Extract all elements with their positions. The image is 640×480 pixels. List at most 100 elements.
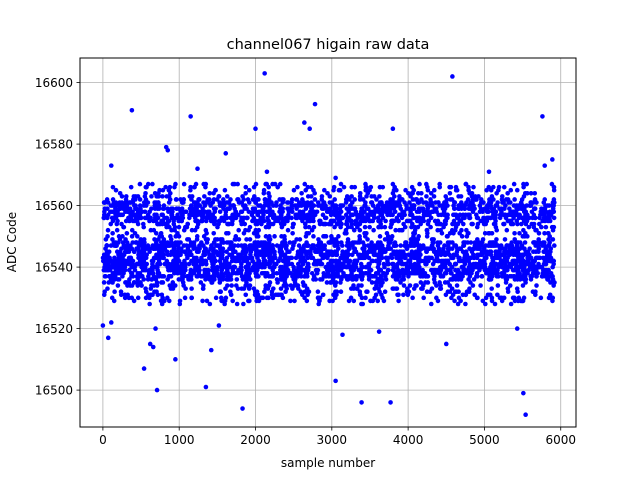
data-point	[336, 212, 342, 218]
data-point	[455, 301, 461, 307]
data-point	[349, 194, 354, 199]
data-point	[496, 184, 502, 190]
data-point	[506, 212, 511, 218]
data-point	[364, 194, 369, 199]
data-point	[181, 243, 187, 248]
data-point	[300, 261, 306, 267]
data-point	[281, 221, 286, 227]
data-point	[381, 270, 386, 276]
data-point	[149, 206, 154, 211]
data-point	[495, 267, 500, 273]
data-point	[256, 227, 262, 233]
data-point	[332, 243, 337, 248]
data-point	[124, 230, 130, 236]
data-point	[367, 187, 372, 193]
outlier-point	[108, 320, 114, 325]
data-point	[390, 197, 395, 202]
data-point	[404, 206, 409, 211]
data-point	[332, 197, 338, 202]
outlier-point	[450, 74, 455, 79]
data-point	[224, 194, 230, 199]
data-point	[113, 200, 119, 205]
data-point	[425, 203, 430, 208]
data-point	[263, 224, 269, 230]
data-point	[160, 194, 165, 199]
data-point	[527, 246, 532, 251]
outlier-point	[523, 412, 528, 418]
data-point	[482, 267, 488, 273]
data-point	[465, 197, 471, 202]
data-point	[162, 261, 168, 267]
data-point	[233, 249, 238, 255]
data-point	[331, 203, 336, 208]
data-point	[418, 280, 424, 285]
data-point	[291, 187, 297, 193]
data-point	[348, 243, 353, 248]
data-point	[401, 221, 406, 227]
data-point	[250, 197, 256, 202]
data-point	[396, 298, 401, 304]
data-point	[331, 270, 337, 276]
data-point	[472, 292, 477, 298]
data-point	[241, 301, 246, 307]
data-point	[371, 194, 377, 199]
data-point	[102, 274, 108, 279]
x-tick-label: 1000	[164, 433, 195, 447]
data-point	[359, 264, 364, 270]
data-point	[403, 261, 409, 267]
data-point	[514, 187, 520, 193]
data-point	[270, 243, 275, 248]
data-point	[512, 230, 517, 236]
data-point	[232, 243, 237, 248]
data-point	[316, 240, 322, 245]
data-point	[408, 206, 414, 211]
data-point	[246, 261, 252, 267]
data-point	[204, 261, 209, 267]
data-point	[106, 261, 111, 267]
data-point	[166, 243, 172, 248]
data-point	[192, 267, 197, 273]
data-point	[532, 191, 538, 196]
data-point	[172, 270, 177, 276]
data-point	[376, 261, 382, 267]
data-point	[105, 206, 110, 211]
data-point	[467, 246, 472, 251]
data-point	[394, 264, 400, 270]
data-point	[497, 261, 502, 267]
data-point	[130, 218, 136, 224]
data-point	[109, 295, 115, 301]
data-point	[147, 301, 152, 307]
data-point	[377, 194, 382, 199]
data-point	[466, 258, 472, 264]
data-point	[356, 221, 362, 227]
data-point	[289, 200, 294, 205]
data-point	[264, 181, 270, 187]
data-point	[399, 227, 404, 233]
data-point	[526, 261, 532, 267]
data-point	[502, 212, 508, 218]
data-point	[285, 218, 290, 224]
data-point	[167, 184, 173, 190]
data-point	[288, 283, 294, 288]
data-point	[480, 209, 485, 215]
data-point	[123, 218, 129, 224]
data-point	[319, 277, 325, 282]
data-point	[551, 258, 557, 264]
data-point	[115, 283, 121, 288]
data-point	[371, 212, 376, 218]
data-point	[223, 209, 229, 215]
data-point	[364, 264, 369, 270]
y-tick-label: 16600	[35, 76, 73, 90]
data-point	[239, 274, 245, 279]
data-point	[540, 240, 546, 245]
outlier-point	[514, 326, 520, 331]
data-point	[386, 246, 391, 251]
data-point	[510, 221, 516, 227]
data-point	[165, 206, 170, 211]
data-point	[147, 218, 152, 224]
data-point	[340, 243, 345, 248]
data-point	[280, 240, 285, 245]
data-point	[496, 274, 501, 279]
y-tick-label: 16560	[35, 199, 73, 213]
data-point	[434, 221, 440, 227]
